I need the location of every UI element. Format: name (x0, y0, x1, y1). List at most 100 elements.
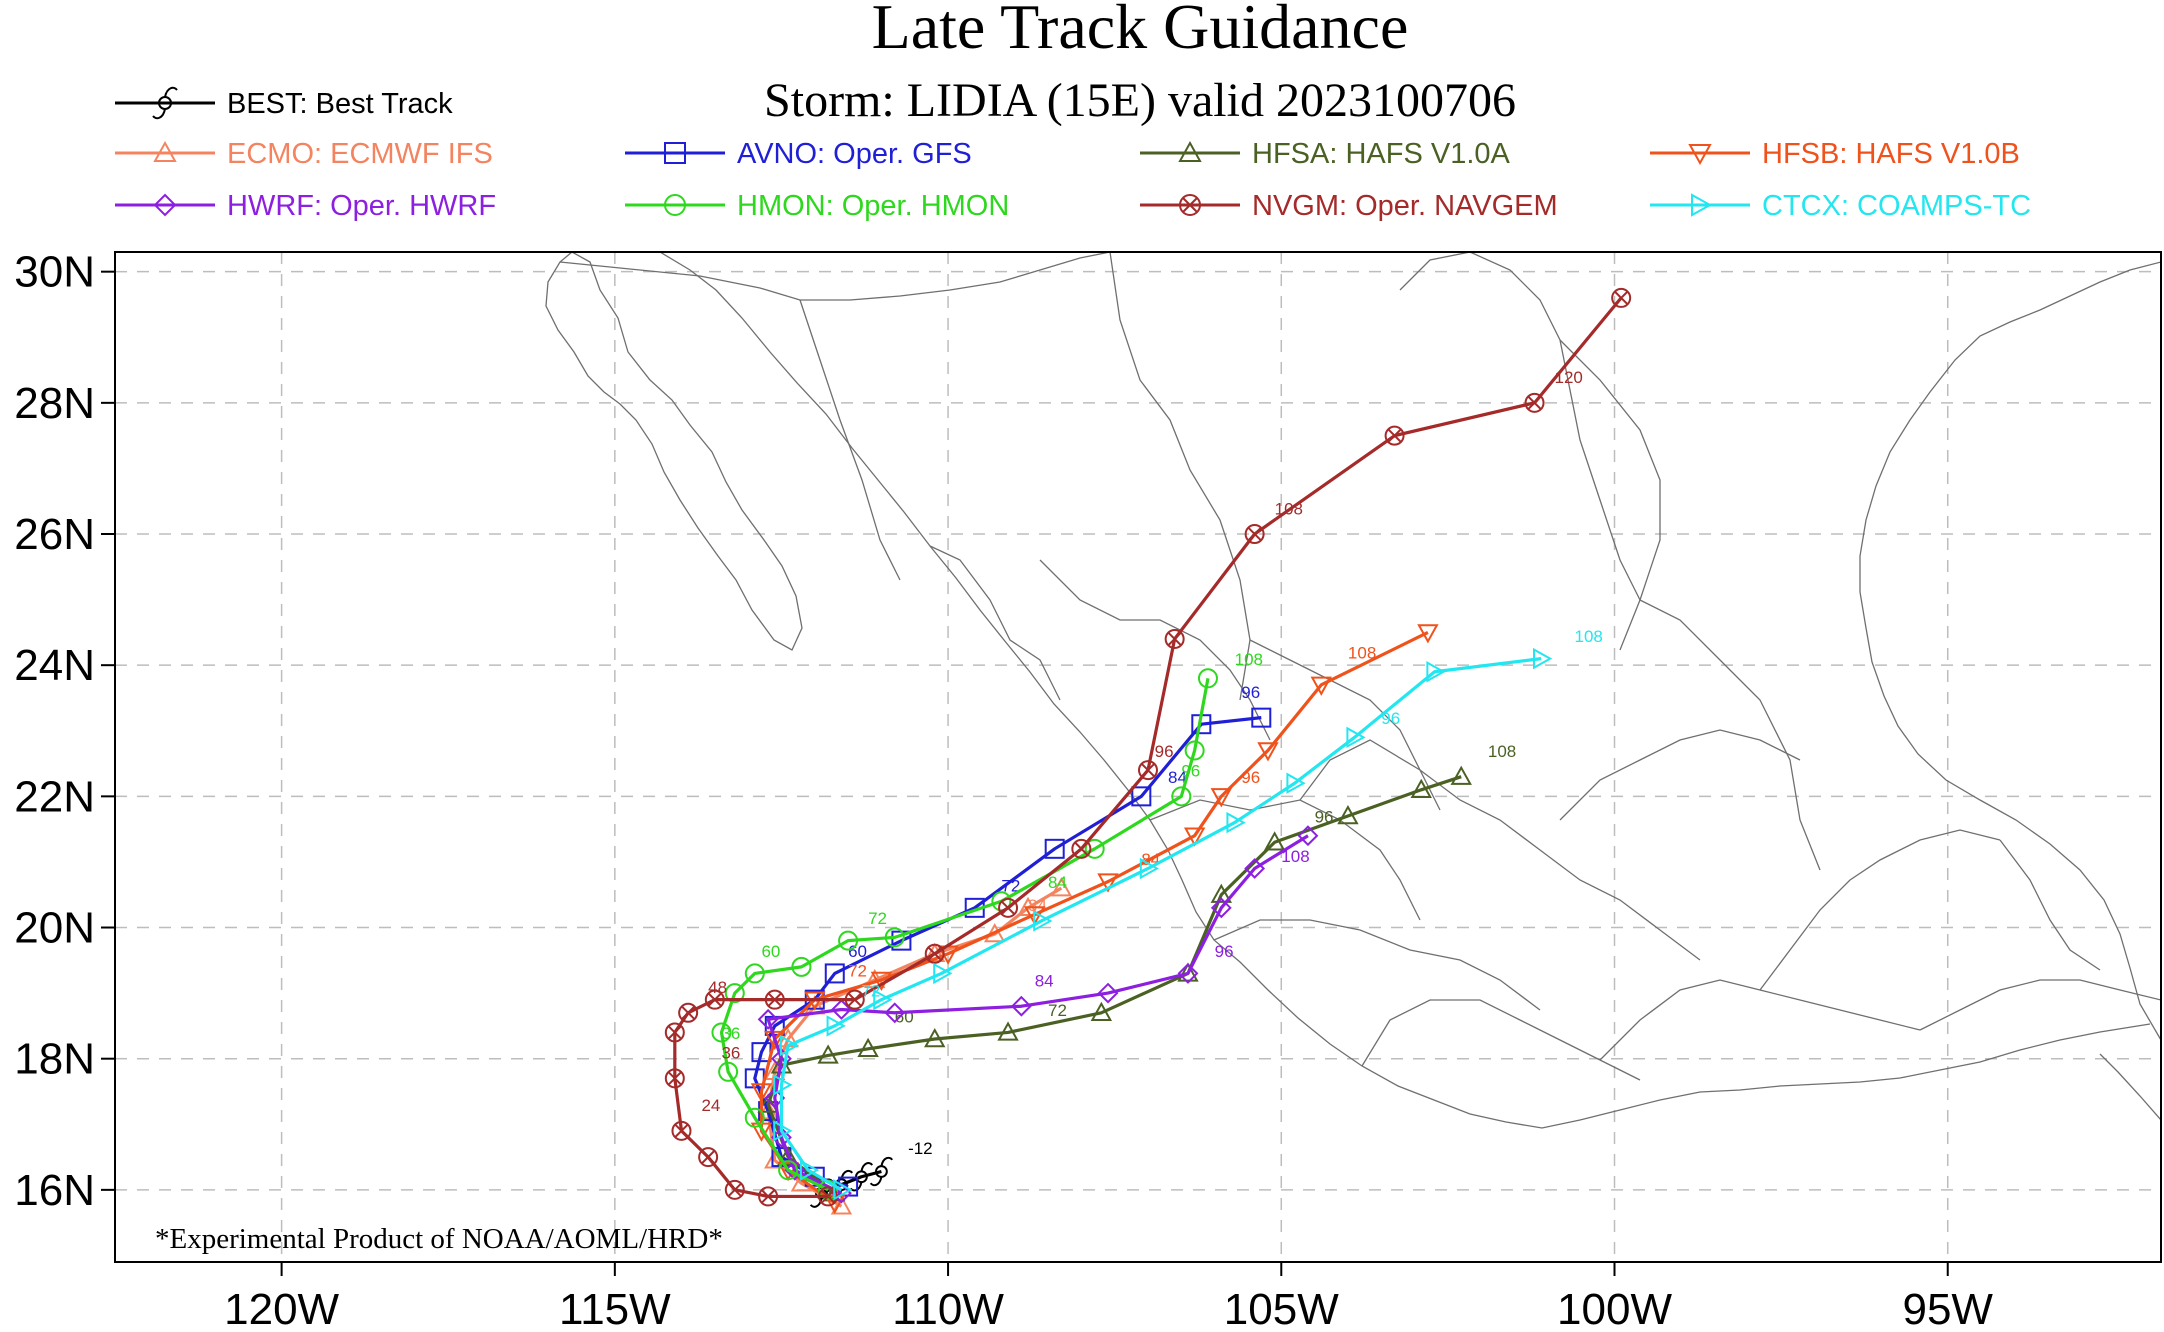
hurricane-symbol-marker (152, 86, 178, 120)
circle-x-marker (698, 1147, 719, 1168)
y-tick-label: 26N (14, 510, 95, 559)
state-border-sonora (799, 299, 901, 581)
triangle-up-marker (1178, 140, 1202, 162)
triangle-right-marker (773, 1074, 793, 1096)
legend-entry-avno: AVNO: Oper. GFS (625, 138, 972, 170)
circle-marker (1084, 838, 1105, 859)
forecast-hour-label: 96 (1155, 742, 1174, 761)
circle-x-marker (844, 989, 865, 1010)
y-tick-label: 30N (14, 248, 95, 297)
y-tick-label: 18N (14, 1035, 95, 1084)
triangle-right-marker (1033, 910, 1053, 932)
diamond-marker (1210, 897, 1232, 919)
triangle-up-marker (1337, 804, 1359, 825)
yucatan-coast (2099, 1053, 2161, 1121)
legend-label: HFSB: HAFS V1.0B (1762, 138, 2020, 170)
legend-label: HMON: Oper. HMON (737, 190, 1009, 222)
circle-marker (1171, 786, 1192, 807)
axis-ticks: 120W 115W 110W 105W 100W 95W 16N 18N 20N 22N 24N 26… (14, 248, 1993, 1332)
state-border-sinaloa (929, 545, 1061, 701)
figure-title: Late Track Guidance (872, 0, 1409, 62)
triangle-down-marker (1210, 788, 1233, 808)
forecast-hour-label: 72 (848, 962, 867, 981)
legend-entry-hwrf: HWRF: Oper. HWRF (115, 190, 496, 222)
x-tick-label: 105W (1224, 1285, 1339, 1332)
track-nvgm: 24 36 48 96 108 120 (664, 287, 1632, 1207)
triangle-up-marker (777, 1146, 799, 1166)
forecast-hour-label: 120 (1555, 368, 1583, 387)
legend-entry-hmon: HMON: Oper. HMON (625, 190, 1009, 222)
triangle-up-marker (1263, 831, 1286, 851)
forecast-hour-label: 108 (1275, 499, 1303, 518)
diamond-marker (771, 1126, 792, 1148)
diamond-marker (1097, 982, 1119, 1004)
circle-marker (791, 956, 812, 977)
circle-x-marker (1164, 628, 1185, 649)
x-tick-label: 115W (559, 1285, 671, 1332)
coastline-borders (545, 252, 2161, 1129)
state-border-guerrero (1361, 999, 1641, 1081)
state-border-tabasco (1999, 839, 2101, 971)
y-tick-label: 28N (14, 379, 95, 428)
circle-x-marker (1071, 838, 1092, 859)
state-border-chiapas (1919, 979, 2161, 1031)
triangle-down-marker (1310, 676, 1332, 696)
forecast-hour-label: 96 (1241, 683, 1260, 702)
circle-x-marker (724, 1179, 745, 1200)
diamond-marker (153, 193, 177, 217)
circle-x-marker (1244, 524, 1265, 545)
x-tick-label: 120W (224, 1285, 339, 1332)
state-border-tamaulipas (1639, 599, 1821, 871)
triangle-up-marker (817, 1044, 839, 1064)
circle-x-marker (1524, 392, 1545, 413)
experimental-product-note: *Experimental Product of NOAA/AOML/HRD* (155, 1223, 723, 1255)
triangle-down-marker (1688, 144, 1712, 166)
track-line-hfsb (759, 630, 1429, 1205)
diamond-marker (757, 1008, 779, 1030)
legend-entry-ctcx: CTCX: COAMPS-TC (1650, 190, 2031, 222)
legend-entry-nvgm: NVGM: Oper. NAVGEM (1140, 190, 1558, 222)
track-ctcx: 72 96 108 (773, 627, 1603, 1201)
state-border-san-luis-potosi (1559, 729, 1801, 821)
circle-marker (1184, 740, 1205, 761)
triangle-up-marker (1090, 1001, 1113, 1021)
triangle-right-marker (826, 1015, 846, 1037)
triangle-up-marker (924, 1027, 946, 1048)
forecast-hour-label: 72 (1001, 876, 1020, 895)
forecast-hour-label: 72 (861, 981, 880, 1000)
legend-label: HFSA: HAFS V1.0A (1252, 138, 1511, 170)
triangle-up-marker (1210, 883, 1233, 903)
triangle-right-marker (873, 988, 893, 1011)
triangle-right-marker (779, 1034, 800, 1057)
forecast-hour-label: 84 (1048, 873, 1067, 892)
forecast-hour-label: 36 (721, 1024, 740, 1043)
legend: BEST: Best Track ECMO: ECMWF IFS AVNO: Ope… (115, 86, 2031, 222)
diamond-marker (1010, 995, 1032, 1017)
circle-x-marker (998, 897, 1019, 918)
triangle-up-marker (857, 1037, 879, 1058)
circle-marker (778, 1160, 799, 1181)
forecast-hour-label: 24 (701, 1096, 720, 1115)
square-marker (824, 963, 845, 984)
triangle-up-marker (997, 1021, 1019, 1041)
square-marker (1131, 786, 1152, 807)
legend-entry-hfsb: HFSB: HAFS V1.0B (1650, 138, 2020, 170)
plot-frame (114, 251, 2162, 1263)
triangle-right-marker (799, 1159, 820, 1181)
state-border-veracruz (1759, 829, 2001, 991)
diamond-marker (831, 999, 852, 1020)
circle-x-marker (758, 1186, 779, 1207)
state-border-chihuahua (1109, 252, 1251, 701)
triangle-right-marker (1691, 193, 1713, 217)
triangle-down-marker (1257, 742, 1279, 762)
diamond-marker (884, 1002, 906, 1024)
mainland-mexico-west-coast (659, 252, 2151, 1129)
triangle-right-marker (773, 1120, 793, 1142)
forecast-hour-label: 96 (1215, 942, 1234, 961)
circle-x-marker (1384, 425, 1405, 446)
diamond-marker (1297, 825, 1319, 847)
legend-entry-hfsa: HFSA: HAFS V1.0A (1140, 138, 1511, 170)
